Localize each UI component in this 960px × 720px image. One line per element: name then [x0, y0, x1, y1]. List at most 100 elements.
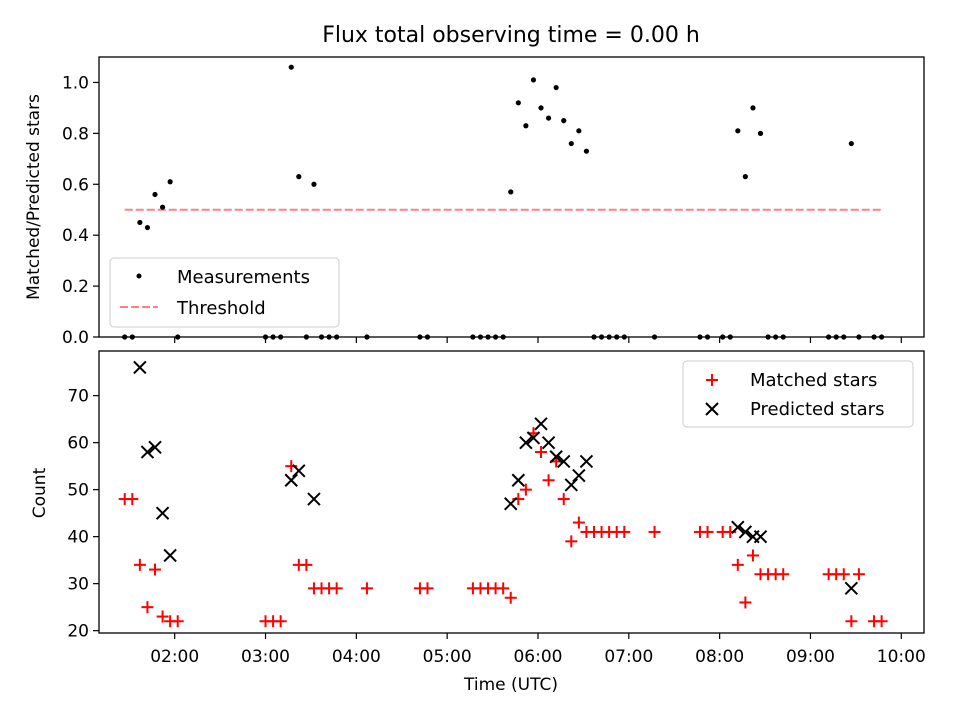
matched-point: [171, 615, 184, 628]
count-x-tick-label: 10:00: [877, 647, 926, 667]
measurement-point: [288, 64, 294, 70]
count-marks: [118, 360, 888, 628]
legend-predicted-marker: [705, 402, 719, 416]
matched-point: [618, 525, 631, 538]
ratio-y-tick-label: 0.8: [62, 124, 89, 144]
ratio-axes-frame: [98, 56, 925, 338]
matched-point: [565, 535, 578, 548]
matched-point: [421, 582, 434, 595]
matched-point: [504, 591, 517, 604]
predicted-point: [579, 454, 594, 469]
figure-title: Flux total observing time = 0.00 h: [322, 23, 700, 48]
legend-matched-marker: [706, 374, 718, 386]
measurement-point: [508, 189, 514, 195]
measurement-point: [311, 181, 317, 187]
matched-point: [274, 615, 287, 628]
predicted-point: [504, 497, 518, 511]
predicted-point: [148, 440, 162, 455]
ratio-y-tick-label: 0.4: [62, 226, 89, 246]
predicted-point: [511, 473, 526, 487]
predicted-point: [292, 464, 306, 478]
ratio-x-ticks: [174, 337, 902, 343]
measurement-point: [159, 204, 166, 210]
matched-point: [731, 558, 744, 571]
matched-point: [701, 525, 714, 538]
measurement-point: [742, 174, 748, 180]
count-y-tick-label: 70: [67, 387, 89, 407]
measurement-point: [530, 77, 537, 83]
measurement-point: [735, 128, 741, 134]
count-y-tick-label: 50: [67, 481, 89, 501]
count-legend-box: [682, 360, 914, 428]
predicted-point: [133, 360, 147, 375]
predicted-point: [557, 454, 571, 469]
measurement-point: [553, 84, 559, 91]
predicted-point: [284, 473, 298, 487]
matched-point: [845, 615, 858, 628]
count-y-axis-label: Count: [30, 467, 50, 518]
measurement-point: [515, 100, 521, 106]
measurement-point: [568, 140, 574, 147]
ratio-y-tick-label: 0.0: [62, 328, 89, 348]
ratio-y-tick-label: 0.6: [62, 175, 89, 195]
matched-point: [360, 582, 373, 595]
predicted-point: [519, 435, 533, 450]
ratio-y-tick-label: 0.2: [62, 277, 89, 297]
matched-point: [126, 493, 139, 506]
predicted-point: [140, 445, 155, 459]
measurement-point: [750, 105, 756, 111]
measurement-point: [144, 224, 151, 231]
ratio-y-ticks: 0.0 0.2 0.4 0.6 0.8 1.0: [62, 73, 99, 348]
matched-point: [149, 563, 162, 576]
matched-point: [572, 516, 585, 529]
measurement-point: [757, 130, 764, 136]
count-legend: Matched stars Predicted stars: [682, 360, 914, 428]
predicted-point: [731, 520, 745, 534]
predicted-point: [549, 450, 563, 464]
count-x-tick-label: 06:00: [513, 647, 562, 667]
matched-point: [497, 582, 510, 595]
predicted-point: [534, 417, 548, 431]
matched-point: [330, 582, 343, 595]
ratio-y-axis-label: Matched/Predicted stars: [24, 94, 44, 300]
matched-point: [875, 615, 888, 628]
x-axis-label: Time (UTC): [463, 675, 558, 695]
matched-point: [300, 558, 313, 571]
ratio-legend: Measurements Threshold: [109, 257, 340, 328]
matched-point: [535, 446, 548, 459]
matched-point: [746, 549, 759, 562]
count-x-tick-label: 08:00: [695, 647, 744, 667]
count-y-tick-label: 30: [67, 575, 89, 595]
matched-point: [156, 610, 169, 623]
count-y-ticks: 20 30 40 50 60 70: [67, 387, 99, 642]
ratio-panel: 0.0 0.2 0.4 0.6 0.8 1.0 Matched/Predicted sta…: [24, 56, 925, 348]
legend-measurements-marker: [136, 273, 142, 279]
count-y-tick-label: 40: [67, 528, 89, 548]
matched-point: [519, 483, 532, 496]
predicted-point: [753, 529, 768, 544]
measurement-point: [523, 123, 529, 129]
predicted-point: [307, 492, 321, 506]
matched-point: [852, 568, 865, 581]
ratio-y-tick-label: 1.0: [62, 73, 89, 93]
measurement-point: [545, 115, 552, 121]
matched-point: [648, 525, 661, 538]
legend-matched-label: Matched stars: [750, 370, 877, 391]
measurement-point: [167, 179, 173, 185]
count-axes-frame: [98, 350, 925, 634]
ratio-legend-box: [109, 257, 340, 328]
matched-point: [141, 601, 154, 614]
measurement-point: [296, 174, 302, 180]
matched-point: [557, 493, 570, 506]
legend-measurements-label: Measurements: [177, 267, 310, 288]
measurement-point: [576, 128, 582, 134]
predicted-point: [155, 506, 170, 520]
count-y-tick-label: 20: [67, 622, 89, 642]
predicted-point: [738, 525, 753, 539]
predicted-point: [163, 548, 177, 563]
predicted-point: [564, 478, 579, 492]
count-panel: 20 30 40 50 60 70 02:00 03:00 04:00 05:00 06:00 07…: [30, 350, 926, 695]
count-x-tick-label: 03:00: [241, 647, 290, 667]
predicted-point: [541, 435, 556, 450]
count-x-tick-label: 09:00: [786, 647, 835, 667]
